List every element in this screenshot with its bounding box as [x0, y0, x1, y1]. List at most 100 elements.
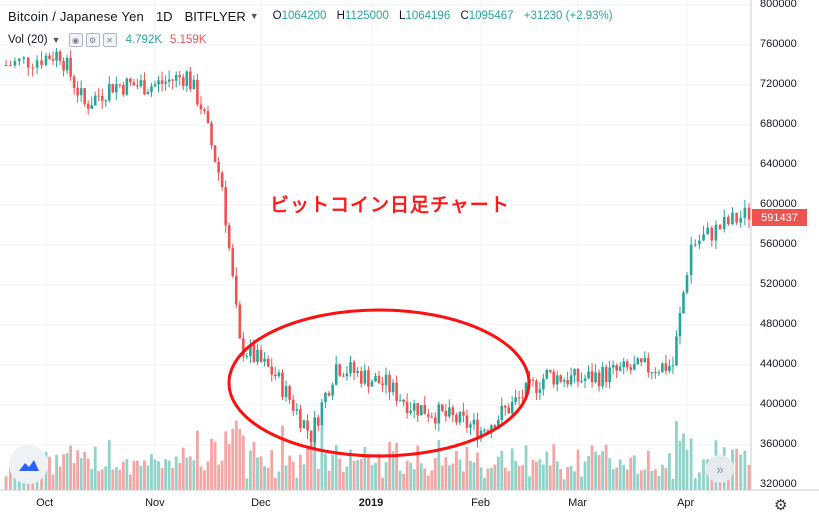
- volume-bar: [693, 478, 697, 490]
- volume-bar: [104, 466, 108, 490]
- volume-bar: [636, 473, 640, 490]
- volume-label[interactable]: Vol (20): [8, 34, 48, 46]
- candle-body: [580, 380, 583, 382]
- double-chevron-right-icon[interactable]: »: [706, 455, 734, 483]
- settings-small-icon[interactable]: ⚙: [85, 33, 100, 47]
- volume-bar: [657, 475, 661, 490]
- symbol-name[interactable]: Bitcoin / Japanese Yen: [8, 8, 144, 24]
- candle-body: [48, 55, 51, 60]
- candle-body: [381, 383, 384, 386]
- candle-body: [678, 313, 682, 337]
- candle-body: [252, 344, 256, 362]
- candle-body: [157, 80, 160, 85]
- volume-bar: [678, 440, 682, 490]
- volume-bar: [213, 441, 217, 490]
- volume-bar: [476, 452, 479, 490]
- price-tick-label: 440000: [760, 358, 797, 370]
- volume-bar: [220, 460, 224, 490]
- volume-bar: [132, 460, 136, 490]
- volume-bar: [465, 446, 469, 490]
- price-tick-label: 720000: [760, 78, 797, 90]
- price-tick-label: 400000: [760, 398, 797, 410]
- volume-bar: [689, 438, 693, 490]
- candle-body: [412, 403, 416, 411]
- ohlc-values: O1064200 H1125000 L1064196 C1095467 +312…: [272, 10, 613, 22]
- volume-bar: [555, 461, 559, 490]
- price-tick-label: 520000: [760, 278, 797, 290]
- volume-bar: [639, 470, 643, 490]
- candle-body: [306, 420, 309, 431]
- candle-body: [93, 95, 97, 106]
- candle-body: [503, 405, 507, 408]
- candle-body: [629, 367, 633, 370]
- change-value: +31230 (+2.93%): [523, 10, 613, 22]
- candle-body: [40, 60, 43, 65]
- volume-bar: [302, 464, 306, 490]
- candle-body: [189, 71, 192, 90]
- volume-bar: [291, 461, 295, 490]
- volume-bar: [510, 448, 514, 490]
- chevron-down-icon[interactable]: ▼: [51, 35, 61, 45]
- candle-body: [62, 61, 65, 71]
- candle-body: [171, 79, 174, 81]
- volume-value-1: 4.792K: [125, 34, 163, 46]
- highlight-ellipse: [227, 308, 531, 458]
- candle-body: [566, 380, 569, 385]
- volume-bar: [206, 461, 210, 490]
- candle-body: [69, 57, 72, 77]
- gear-icon[interactable]: ⚙: [774, 497, 788, 514]
- volume-bar: [622, 464, 626, 490]
- volume-bar: [405, 460, 409, 490]
- volume-bar: [203, 470, 206, 490]
- interval[interactable]: 1D: [155, 8, 173, 24]
- candle-body: [625, 361, 629, 368]
- candle-body: [139, 80, 143, 87]
- volume-bar: [281, 425, 284, 490]
- volume-bar: [412, 469, 416, 490]
- candle-body: [735, 212, 738, 223]
- volume-bar: [217, 464, 220, 490]
- volume-bar: [517, 466, 521, 490]
- candle-body: [486, 430, 490, 433]
- volume-bar: [381, 477, 384, 490]
- candle-body: [277, 372, 281, 377]
- candle-body: [661, 363, 664, 373]
- volume-bar: [590, 445, 594, 490]
- candle-body: [500, 405, 504, 420]
- volume-bar: [48, 456, 51, 490]
- volume-bar: [735, 448, 738, 490]
- volume-bar: [188, 456, 192, 490]
- volume-value-2: 5.159K: [170, 34, 207, 46]
- candle-body: [739, 217, 743, 223]
- candle-body: [718, 224, 722, 230]
- candle-body: [185, 71, 189, 86]
- candle-body: [136, 85, 139, 87]
- candle-body: [562, 380, 566, 382]
- volume-bar: [650, 470, 654, 490]
- candle-body: [689, 244, 693, 276]
- volume-bar: [562, 479, 566, 490]
- tradingview-cloud-icon[interactable]: [9, 445, 48, 484]
- price-tick-label: 680000: [760, 118, 797, 130]
- candle-body: [234, 275, 238, 305]
- volume-bar: [263, 466, 266, 490]
- chevron-down-icon[interactable]: ▼: [249, 11, 259, 21]
- candle-body: [409, 410, 412, 414]
- candle-body: [455, 415, 458, 423]
- eye-icon[interactable]: ◉: [68, 33, 83, 47]
- volume-bar: [521, 465, 524, 490]
- candle-body: [327, 392, 331, 396]
- volume-bar: [451, 463, 455, 490]
- close-icon[interactable]: ✕: [102, 33, 117, 47]
- candle-body: [31, 67, 34, 69]
- candle-body: [675, 336, 678, 366]
- candle-body: [132, 82, 136, 86]
- candle-body: [714, 224, 718, 241]
- volume-bar: [174, 456, 178, 490]
- volume-bar: [352, 460, 356, 490]
- exchange[interactable]: BITFLYER: [184, 8, 246, 24]
- candle-body: [476, 419, 479, 439]
- candle-body: [150, 86, 153, 92]
- candle-body: [302, 420, 306, 428]
